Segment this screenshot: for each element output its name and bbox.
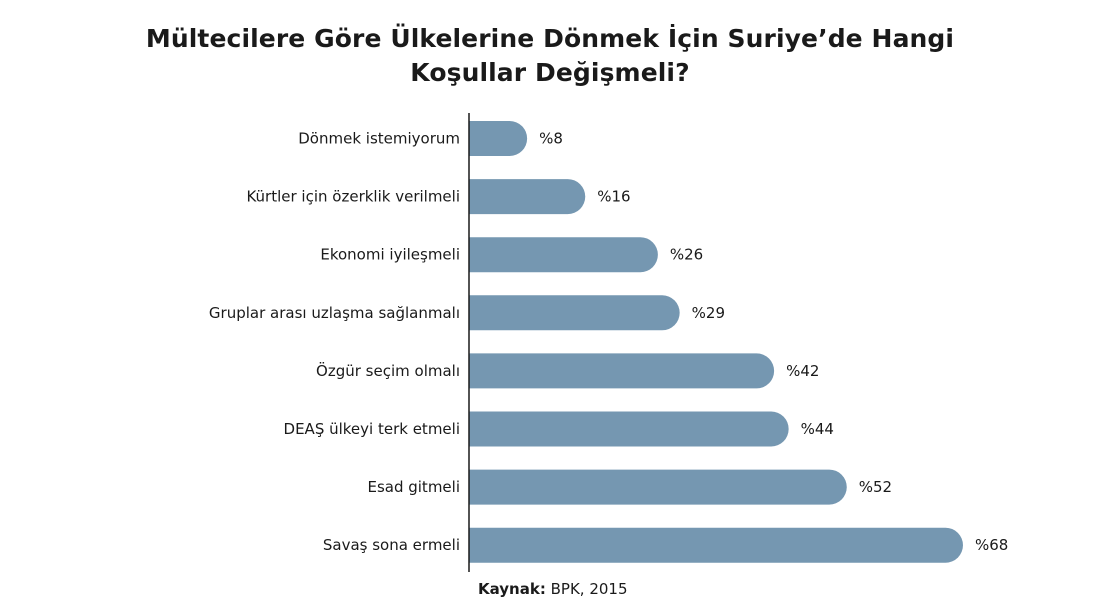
bar-8	[469, 527, 963, 563]
bar-4	[469, 295, 680, 331]
value-label-3: %26	[670, 246, 703, 264]
category-label-3: Ekonomi iyileşmeli	[320, 246, 460, 264]
value-label-8: %68	[975, 536, 1008, 554]
bar-5	[469, 353, 775, 389]
source-text: BPK, 2015	[545, 580, 628, 598]
category-label-5: Özgür seçim olmalı	[316, 361, 460, 380]
category-label-4: Gruplar arası uzlaşma sağlanmalı	[209, 304, 460, 322]
category-label-7: Esad gitmeli	[367, 478, 460, 496]
value-label-5: %42	[786, 362, 819, 380]
source-prefix: Kaynak:	[478, 580, 546, 598]
value-label-2: %16	[597, 188, 630, 206]
chart-title-line-2: Koşullar Değişmeli?	[410, 58, 690, 87]
category-label-2: Kürtler için özerklik verilmeli	[246, 188, 460, 206]
source-note: Kaynak: BPK, 2015	[478, 580, 628, 598]
category-label-8: Savaş sona ermeli	[323, 536, 460, 554]
bar-1	[469, 121, 528, 156]
bar-7	[469, 469, 847, 505]
value-label-6: %44	[801, 420, 834, 438]
value-label-4: %29	[692, 304, 725, 322]
chart-title-line-1: Mültecilere Göre Ülkelerine Dönmek İçin …	[145, 24, 955, 53]
value-label-1: %8	[539, 130, 563, 148]
category-label-1: Dönmek istemiyorum	[298, 130, 460, 148]
chart-title: Mültecilere Göre Ülkelerine Dönmek İçin …	[100, 22, 1000, 90]
bar-3	[469, 237, 658, 273]
value-label-7: %52	[859, 478, 892, 496]
bar-2	[469, 179, 586, 215]
bar-6	[469, 411, 789, 447]
category-label-6: DEAŞ ülkeyi terk etmeli	[284, 420, 460, 438]
